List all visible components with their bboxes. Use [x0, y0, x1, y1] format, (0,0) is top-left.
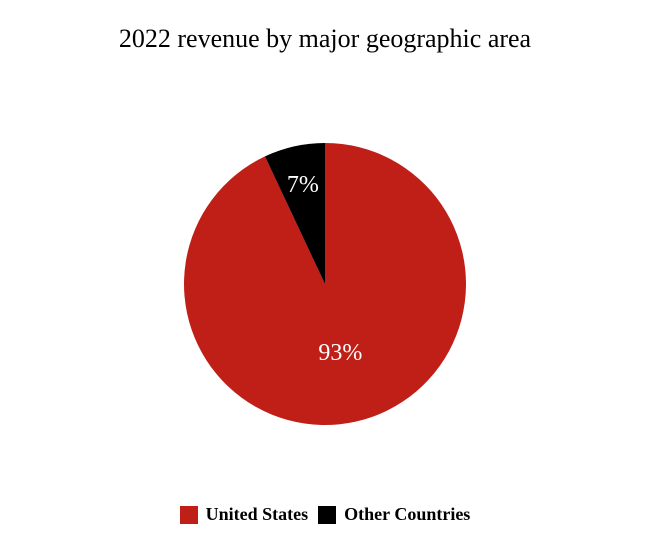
legend-item-united-states: United States [179, 504, 309, 525]
pie-slice-other-countries [264, 143, 325, 284]
chart-title: 2022 revenue by major geographic area [118, 24, 532, 53]
pie-labels: 93% 7% [287, 172, 363, 366]
slice-label-united-states: 93% [318, 340, 362, 366]
legend-label-united-states: United States [205, 504, 309, 524]
pie-slices [183, 143, 466, 425]
legend-swatch-other-countries [318, 505, 337, 524]
slice-label-other-countries: 7% [287, 172, 319, 198]
legend-item-other-countries: Other Countries [318, 504, 470, 525]
legend-label-other-countries: Other Countries [344, 504, 471, 524]
chart-legend: United States Other Countries [0, 504, 650, 525]
legend-swatch-united-states [179, 505, 198, 524]
